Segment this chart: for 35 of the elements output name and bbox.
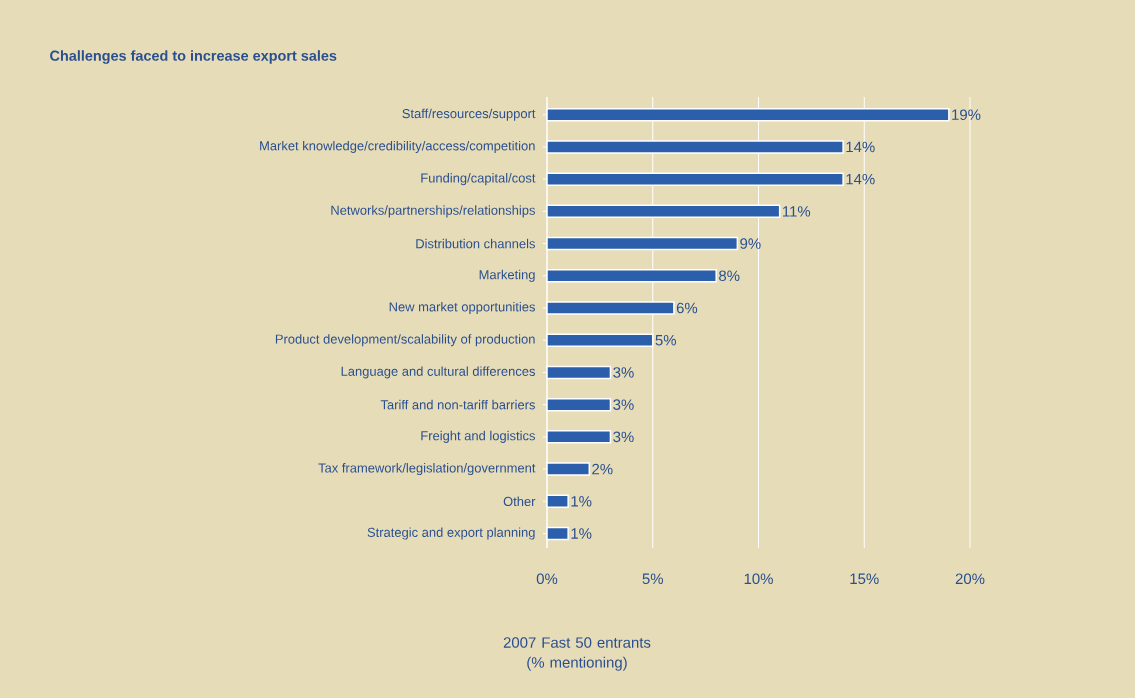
y-tick-label: Product development/scalability of production — [275, 334, 535, 347]
y-tick-label: Networks/partnerships/relationships — [331, 205, 535, 218]
y-tick-label: Language and cultural differences — [341, 366, 535, 379]
data-label: 6% — [676, 302, 698, 314]
data-label: 3% — [613, 431, 634, 443]
data-label: 3% — [613, 367, 634, 378]
x-axis-title: 2007 Fast 50 entrants (% mentioning) — [503, 637, 651, 671]
data-label: 14% — [846, 141, 875, 153]
y-tick-label: Other — [503, 496, 536, 507]
x-tick-label: 10% — [744, 573, 773, 585]
y-tick-label: Freight and logistics — [421, 430, 535, 443]
data-label: 2% — [592, 463, 613, 475]
data-label: 3% — [613, 399, 634, 410]
x-tick-label: 15% — [850, 573, 879, 585]
y-tick-label: Strategic and export planning — [367, 527, 535, 540]
data-label: 19% — [952, 109, 981, 120]
x-tick-label: 0% — [536, 573, 558, 585]
data-label: 11% — [783, 206, 811, 217]
y-tick-label: Distribution channels — [416, 238, 535, 249]
y-tick-label: Marketing — [479, 269, 535, 282]
data-label: 8% — [719, 270, 740, 282]
data-label: 5% — [655, 334, 677, 346]
data-label: 14% — [846, 173, 875, 185]
y-tick-label: Funding/capital/cost — [421, 173, 536, 186]
x-tick-label: 5% — [642, 573, 664, 585]
data-label: 9% — [740, 238, 761, 249]
text: Challenges faced to increase export sales — [50, 50, 337, 64]
y-tick-label: New market opportunities — [389, 301, 535, 315]
y-tick-label: Staff/resources/support — [402, 108, 536, 121]
y-tick-label: Tax framework/legislation/government — [318, 463, 536, 476]
data-label: 1% — [571, 528, 592, 539]
x-tick-label: 20% — [955, 573, 985, 585]
y-tick-label: Market knowledge/credibility/access/competition — [260, 140, 535, 153]
y-tick-label: Tariff and non-tariff barriers — [380, 399, 535, 410]
data-label: 1% — [571, 496, 592, 507]
